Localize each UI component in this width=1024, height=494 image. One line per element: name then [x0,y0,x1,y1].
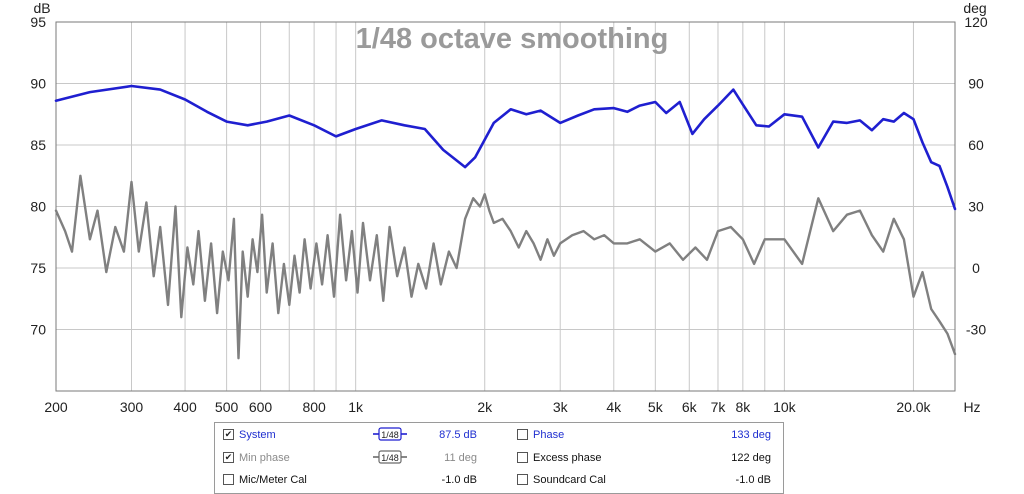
min-phase-value: 11 deg [444,452,477,464]
x-tick-label: 400 [173,399,197,415]
soundcard-cal-checkbox[interactable] [517,474,528,485]
excess-phase-value: 122 deg [731,452,771,464]
system-label[interactable]: System [239,429,276,441]
x-tick-label: 1k [348,399,364,415]
system-checkbox[interactable]: ✔ [223,429,234,440]
mic-meter-cal-value: -1.0 dB [441,474,477,486]
series-layer [54,84,957,360]
x-tick-label: 2k [477,399,493,415]
legend-panel: ✔ System 1/48 87.5 dB Phase 133 deg ✔ Mi… [214,422,784,494]
mic-meter-cal-label[interactable]: Mic/Meter Cal [239,474,307,486]
x-tick-label: 4k [606,399,622,415]
y-right-tick-label: 120 [964,14,988,30]
series-line-phase [54,174,957,360]
legend-row-system: ✔ System 1/48 87.5 dB Phase 133 deg [215,425,783,445]
soundcard-cal-value: -1.0 dB [735,474,771,486]
x-tick-label: 7k [711,399,727,415]
min-phase-label[interactable]: Min phase [239,452,290,464]
legend-row-min-phase: ✔ Min phase 1/48 11 deg Excess phase 122… [215,448,783,468]
y-right-tick-label: 60 [968,137,984,153]
legend-row-cal: Mic/Meter Cal -1.0 dB Soundcard Cal -1.0… [215,470,783,490]
x-tick-label: 20.0k [896,399,931,415]
min-phase-smoothing-icon[interactable]: 1/48 [373,450,407,464]
x-tick-label: 200 [44,399,68,415]
x-tick-label: 500 [215,399,239,415]
y-right-tick-label: 90 [968,76,984,92]
excess-phase-label[interactable]: Excess phase [533,452,602,464]
y-left-tick-label: 90 [30,76,46,92]
x-tick-label: 3k [553,399,569,415]
system-value: 87.5 dB [439,429,477,441]
right-axis-label: deg [963,0,986,16]
y-left-tick-label: 85 [30,137,46,153]
min-phase-checkbox[interactable]: ✔ [223,452,234,463]
x-tick-label: 10k [773,399,797,415]
x-tick-label: 800 [302,399,326,415]
system-smoothing-icon[interactable]: 1/48 [373,427,407,441]
y-left-tick-label: 75 [30,260,46,276]
x-tick-label: 6k [682,399,698,415]
chart-grid [55,21,955,392]
x-tick-label: 300 [120,399,144,415]
mic-meter-cal-checkbox[interactable] [223,474,234,485]
series-line-system [54,84,957,211]
left-axis-label: dB [33,0,50,16]
system-smoothing-text: 1/48 [381,430,399,440]
phase-value: 133 deg [731,429,771,441]
y-left-tick-label: 95 [30,14,46,30]
y-right-tick-label: -30 [966,322,986,338]
frequency-response-chart: 1/48 octave smoothing dB deg Hz 200 300 40… [30,0,987,415]
min-phase-smoothing-text: 1/48 [381,453,399,463]
x-tick-label: 8k [735,399,751,415]
x-tick-label: 600 [249,399,273,415]
axis-ticks: 200 300 400 500 600 800 1k 2k 3k 4k 5k 6k 7k 8k 10k 20.… [30,14,987,415]
excess-phase-checkbox[interactable] [517,452,528,463]
y-left-tick-label: 80 [30,199,46,215]
soundcard-cal-label[interactable]: Soundcard Cal [533,474,606,486]
phase-label[interactable]: Phase [533,429,565,441]
x-axis-unit: Hz [963,399,980,415]
y-right-tick-label: 30 [968,199,984,215]
y-left-tick-label: 70 [30,322,46,338]
x-tick-label: 5k [648,399,664,415]
y-right-tick-label: 0 [972,260,980,276]
phase-checkbox[interactable] [517,429,528,440]
chart-title: 1/48 octave smoothing [356,23,669,55]
